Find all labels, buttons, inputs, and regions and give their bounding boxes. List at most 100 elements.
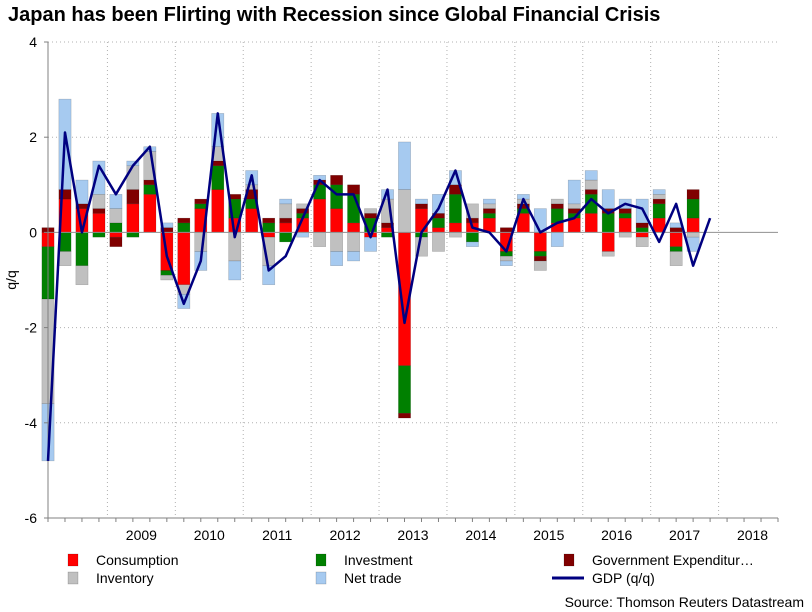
legend-label: Net trade [344,570,402,586]
bar-investment [347,194,360,224]
bar-net_trade [109,194,123,209]
bar-investment [483,213,496,219]
bar-inventory [432,232,445,252]
bar-government [669,227,683,233]
bar-government [635,222,649,228]
bar-inventory [584,179,598,190]
bar-investment [211,165,225,190]
axis-layer: -6 -4 -2 0 2 4 2009 2010 2011 2012 2013 2014 2015 201… [3,34,779,543]
bar-inventory [313,232,326,247]
bar-government [652,198,666,205]
bar-net_trade [364,236,377,252]
bar-inventory [75,265,89,286]
bar-government [550,203,564,209]
bar-investment [466,232,479,243]
bar-inventory [126,165,140,190]
bar-consumption [109,232,123,238]
bar-investment [92,232,106,238]
bar-inventory [347,232,360,252]
bar-net_trade [160,222,174,228]
bar-net_trade [601,189,615,209]
bar-consumption [669,232,683,247]
legend-label: Inventory [96,570,154,586]
bar-government [415,203,428,209]
y-tick-label: -2 [25,320,38,336]
bar-investment [109,222,123,233]
x-tick-label: 2018 [737,527,768,543]
bar-government [279,217,293,224]
x-tick-label: 2010 [194,527,225,543]
bar-government [466,217,479,224]
bar-investment [262,222,276,233]
bar-inventory [669,251,683,266]
bar-consumption [313,198,326,233]
bar-consumption [449,222,462,233]
bar-net_trade [398,141,411,190]
bar-net_trade [584,170,598,181]
bar-investment [686,198,700,219]
bar-government [686,189,700,200]
bar-consumption [245,208,259,233]
bar-government [584,189,598,195]
bar-investment [618,213,632,219]
y-axis-label: q/q [3,270,19,289]
bar-government [177,217,191,224]
bar-layer [41,98,700,462]
legend-label: Government Expenditur… [592,552,754,568]
bar-inventory [567,203,581,209]
bar-investment [330,184,343,209]
bar-investment [652,203,666,219]
bar-net_trade [279,198,293,205]
legend-item-gdp: GDP (q/q) [552,570,655,586]
bar-consumption [177,232,191,286]
bar-inventory [533,260,547,271]
x-tick-label: 2013 [397,527,428,543]
source-note: Source: Thomson Reuters Datastream [564,594,804,610]
x-tick-label: 2009 [126,527,157,543]
bar-consumption [143,194,157,233]
bar-inventory [483,203,496,209]
bar-government [92,208,106,214]
legend-item-investment: Investment [315,552,413,568]
bar-investment [635,227,649,233]
bar-consumption [584,213,598,233]
bar-investment [533,251,547,257]
legend-label: GDP (q/q) [592,570,655,586]
bar-investment [398,365,411,414]
legend-label: Consumption [96,552,179,568]
bar-investment [279,232,293,243]
bar-consumption [618,217,632,233]
bar-consumption [92,213,106,233]
bar-net_trade [466,241,479,247]
legend-swatch-investment [315,553,327,567]
line-layer [46,112,712,461]
x-tick-label: 2014 [465,527,496,543]
bar-inventory [601,251,615,257]
legend-item-government: Government Expenditur… [563,552,754,568]
bar-investment [126,232,140,238]
bar-net_trade [415,198,428,205]
bar-inventory [279,203,293,219]
bar-net_trade [483,198,496,205]
legend-item-net_trade: Net trade [315,570,402,586]
bar-net_trade [296,232,310,238]
bar-investment [669,246,683,252]
legend-swatch-consumption [67,553,79,567]
bar-consumption [126,203,140,233]
bar-consumption [686,217,700,233]
bar-government [296,208,310,214]
x-tick-label: 2015 [533,527,564,543]
legend-swatch-net_trade [315,571,327,585]
legend: Consumption Investment Government Expendit… [67,552,754,586]
bar-inventory [618,232,632,238]
bar-net_trade [228,260,242,281]
bar-inventory [330,232,343,252]
legend-item-inventory: Inventory [67,570,154,586]
chart-title: Japan has been Flirting with Recession s… [8,4,661,26]
bar-government [211,160,225,167]
legend-swatch-government [563,553,575,567]
bar-inventory [550,198,564,205]
bar-investment [143,184,157,195]
bar-investment [381,232,394,238]
bar-investment [177,222,191,233]
